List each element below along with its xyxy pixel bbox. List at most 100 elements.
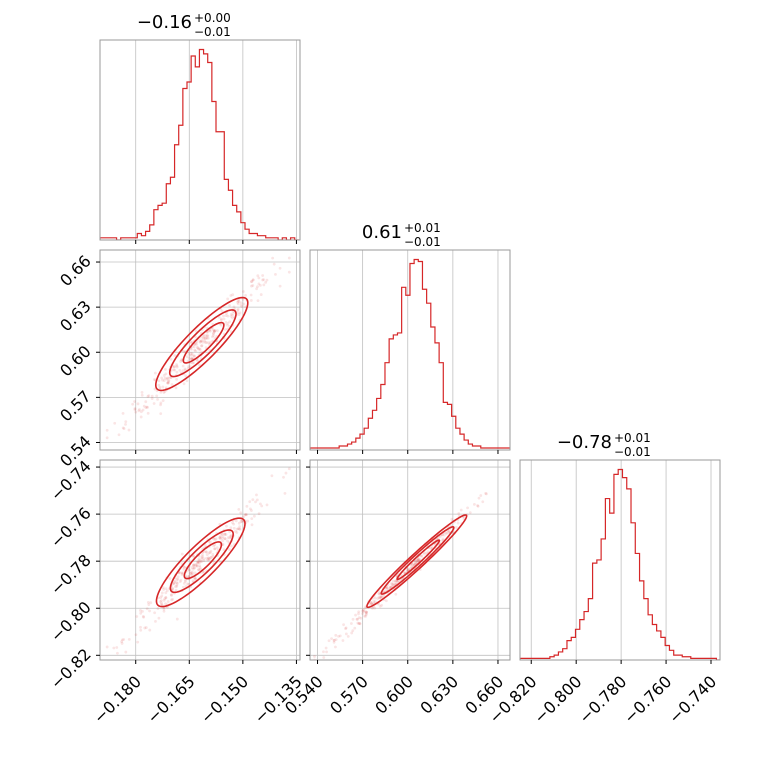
- scatter-point: [261, 278, 265, 282]
- scatter-point: [230, 544, 233, 548]
- scatter-point: [368, 602, 372, 606]
- scatter-point: [224, 314, 228, 317]
- y-tick-label: 0.60: [56, 342, 95, 381]
- scatter-point: [221, 534, 225, 538]
- scatter-point: [165, 377, 169, 381]
- panel-p2_2: −0.820−0.800−0.780−0.760−0.740−0.78 +0.01…: [485, 431, 721, 727]
- scatter-point: [127, 428, 131, 432]
- scatter-point: [223, 532, 227, 536]
- scatter-point: [193, 348, 197, 352]
- scatter-point: [369, 601, 373, 604]
- histogram-bin: [385, 363, 389, 450]
- scatter-point: [152, 378, 156, 381]
- scatter-point: [212, 329, 216, 332]
- scatter-point: [171, 587, 175, 590]
- scatter-point: [211, 328, 215, 332]
- scatter-point: [419, 554, 423, 558]
- scatter-point: [139, 609, 142, 612]
- histogram-bin: [233, 205, 237, 240]
- scatter-point: [364, 606, 367, 610]
- scatter-point: [175, 370, 179, 374]
- scatter-point: [250, 523, 254, 527]
- scatter-point: [206, 330, 209, 334]
- scatter-point: [164, 596, 168, 600]
- scatter-point: [364, 612, 368, 615]
- scatter-point: [361, 612, 364, 616]
- scatter-point: [378, 592, 382, 596]
- scatter-point: [251, 278, 255, 282]
- scatter-point: [152, 402, 156, 405]
- scatter-point: [180, 573, 184, 576]
- x-tick-label: −0.760: [620, 672, 675, 727]
- histogram-bin: [158, 205, 162, 240]
- scatter-point: [187, 582, 191, 586]
- scatter-point: [188, 365, 192, 369]
- scatter-point: [228, 548, 231, 551]
- x-tick-label: 0.570: [326, 672, 372, 718]
- scatter-point: [209, 540, 212, 544]
- histogram-bin: [472, 446, 476, 450]
- histogram-bin: [627, 489, 631, 660]
- histogram-bin: [618, 470, 622, 660]
- scatter-point: [105, 436, 109, 440]
- scatter-point: [200, 553, 204, 557]
- histogram-bin: [464, 440, 468, 450]
- scatter-point: [424, 551, 428, 555]
- scatter-point: [174, 588, 178, 592]
- title-lower-error: −0.01: [194, 25, 231, 39]
- scatter-point: [122, 638, 126, 641]
- scatter-point: [180, 552, 184, 556]
- histogram-bin: [389, 339, 393, 450]
- title-lower-error: −0.01: [404, 235, 441, 249]
- histogram-bin: [191, 56, 195, 240]
- histogram-bin: [414, 260, 418, 450]
- scatter-point: [257, 276, 261, 280]
- scatter-point: [148, 628, 152, 632]
- scatter-point: [242, 515, 245, 519]
- scatter-point: [407, 567, 410, 571]
- scatter-point: [153, 371, 157, 375]
- scatter-point: [468, 511, 472, 515]
- contour-line: [396, 539, 441, 581]
- scatter-point: [198, 558, 201, 562]
- scatter-point: [192, 345, 196, 349]
- scatter-point: [429, 546, 433, 550]
- scatter-point: [485, 492, 488, 496]
- scatter-point: [373, 606, 377, 610]
- scatter-point: [208, 551, 212, 554]
- histogram-bin: [447, 404, 451, 450]
- scatter-point: [394, 580, 398, 584]
- scatter-point: [237, 300, 241, 304]
- histogram-bin: [601, 539, 605, 660]
- scatter-point: [131, 402, 135, 406]
- scatter-point: [365, 610, 368, 614]
- scatter-point: [237, 527, 241, 531]
- scatter-point: [216, 329, 219, 333]
- scatter-point: [175, 581, 178, 584]
- scatter-point: [199, 339, 203, 343]
- scatter-point: [242, 302, 246, 306]
- y-tick-label: −0.76: [47, 504, 95, 552]
- scatter-point: [142, 615, 146, 619]
- scatter-point: [165, 376, 169, 380]
- histogram-step: [520, 468, 720, 660]
- scatter-point: [378, 596, 382, 600]
- scatter-point: [172, 365, 176, 369]
- scatter-point: [221, 543, 225, 546]
- scatter-point: [224, 320, 228, 324]
- scatter-point: [212, 331, 215, 335]
- scatter-point: [356, 621, 360, 625]
- scatter-point: [190, 572, 194, 576]
- scatter-point: [357, 622, 361, 626]
- histogram-bin: [204, 54, 208, 240]
- scatter-point: [124, 650, 128, 654]
- scatter-point: [447, 530, 451, 534]
- histogram-bin: [644, 599, 648, 660]
- scatter-point: [136, 640, 140, 644]
- scatter-point: [388, 586, 392, 590]
- scatter-point: [192, 563, 196, 567]
- scatter-point: [106, 661, 109, 664]
- scatter-point: [133, 400, 136, 403]
- scatter-point: [193, 577, 197, 581]
- histogram-bin: [179, 125, 183, 240]
